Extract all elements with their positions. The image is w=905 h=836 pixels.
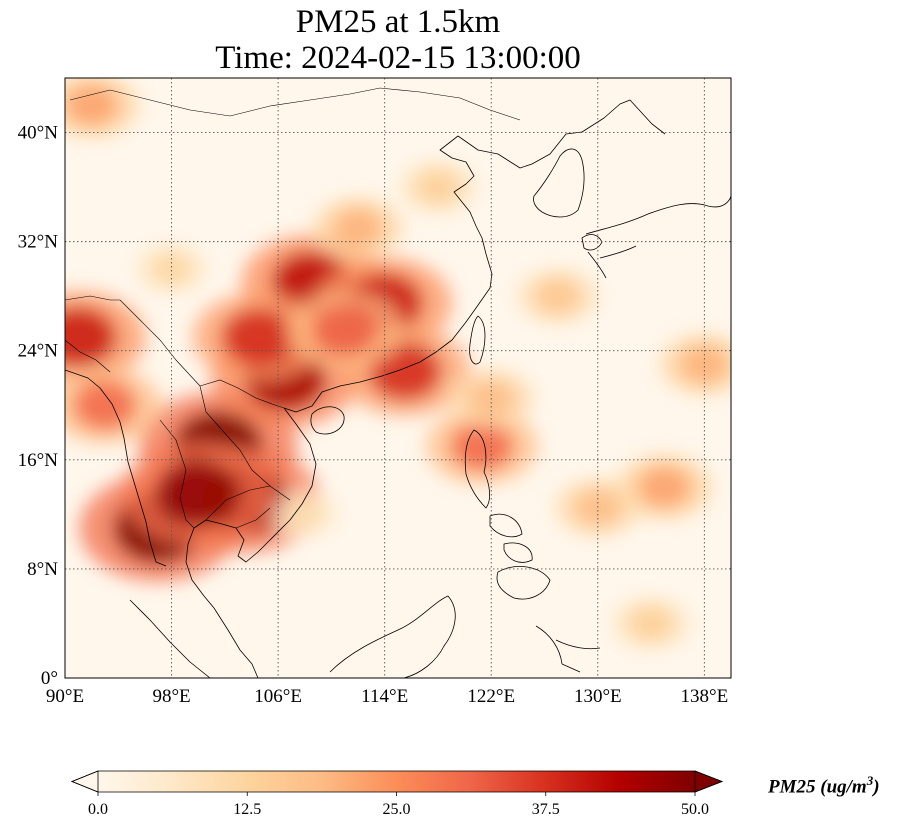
lon-tick-label: 138°E (681, 686, 729, 707)
coastline-vietnam (235, 407, 317, 563)
island-borneo (329, 595, 456, 678)
coastline-korea (533, 148, 585, 218)
gridlines (65, 78, 731, 678)
borders (65, 87, 521, 529)
border-thailand (159, 419, 195, 529)
field-blob-core (65, 307, 117, 367)
field-blob-core (679, 344, 730, 385)
border-cambodia (205, 485, 271, 529)
colorbar-label: PM25 (ug/m3) (768, 773, 880, 798)
island-taiwan (469, 315, 486, 365)
lon-tick-label: 106°E (254, 686, 302, 707)
pm25-field (65, 78, 731, 650)
colorbar-tick-label: 25.0 (383, 801, 411, 818)
coastline-sumatra (129, 599, 211, 678)
lon-tick-label: 90°E (46, 686, 84, 707)
coastline-malay (213, 607, 259, 678)
island-sulawesi (535, 625, 601, 673)
coastline-gulf-thailand (185, 519, 237, 609)
field-blob-core (65, 84, 119, 127)
field-blob-core (151, 253, 192, 285)
border-myanmar-china (119, 299, 201, 387)
coastline-myanmar (65, 369, 167, 567)
border-china-vietnam-laos (199, 379, 285, 409)
latitude-labels: 40°N 32°N 24°N 16°N 8°N 0° (18, 123, 59, 689)
map-area[interactable] (11, 73, 750, 678)
field-blob-core (629, 606, 673, 641)
lon-tick-label: 130°E (574, 686, 622, 707)
longitude-labels: 90°E 98°E 106°E 114°E 122°E 130°E 138°E (46, 686, 728, 707)
colorbar-body (98, 771, 695, 792)
field-blob-core (637, 466, 691, 508)
colorbar-extend-min (70, 770, 99, 793)
field-blob-core (416, 170, 460, 204)
coastline-japan (585, 195, 731, 279)
lon-tick-label: 98°E (152, 686, 190, 707)
colorbar-tick-label: 50.0 (681, 801, 709, 818)
colorbar-tick-label: 0.0 (88, 801, 108, 818)
colorbar-tick-label: 12.5 (233, 801, 261, 818)
colorbar: 0.0 12.5 25.0 37.5 50.0 (70, 770, 724, 818)
field-blob-core (573, 488, 622, 527)
lat-tick-label: 16°N (18, 450, 59, 471)
lon-tick-label: 122°E (467, 686, 515, 707)
lat-tick-label: 40°N (18, 123, 59, 144)
coastline-china (283, 99, 666, 413)
field-blob-core (221, 308, 295, 366)
field-blob-core (311, 304, 378, 357)
border-mongolia (69, 87, 521, 121)
map-frame (64, 77, 732, 679)
lat-tick-label: 32°N (18, 232, 59, 253)
title-line-1: PM25 at 1.5km (295, 4, 501, 40)
coastlines (65, 99, 731, 678)
field-blob-core (155, 460, 242, 528)
lat-tick-label: 24°N (18, 341, 59, 362)
field-blob-core (285, 499, 324, 530)
field-blob-core (450, 421, 514, 471)
lon-tick-label: 114°E (361, 686, 408, 707)
title-line-2: Time: 2024-02-15 13:00:00 (215, 40, 581, 76)
colorbar-extend-max (694, 770, 724, 793)
chart-title: PM25 at 1.5km Time: 2024-02-15 13:00:00 (65, 4, 731, 76)
island-hainan (310, 406, 345, 435)
island-luzon (464, 429, 490, 509)
border-india (65, 295, 120, 373)
colorbar-tick-label: 37.5 (532, 801, 560, 818)
island-mindanao (496, 566, 551, 600)
colorbar-ticks: 0.0 12.5 25.0 37.5 50.0 (88, 792, 709, 818)
lat-tick-label: 8°N (27, 559, 58, 580)
field-blob-core (535, 278, 581, 315)
field-blob-core (73, 380, 137, 431)
islands-visayas (489, 513, 533, 563)
field-blob-core (332, 208, 384, 248)
lat-tick-label: 0° (41, 668, 58, 689)
